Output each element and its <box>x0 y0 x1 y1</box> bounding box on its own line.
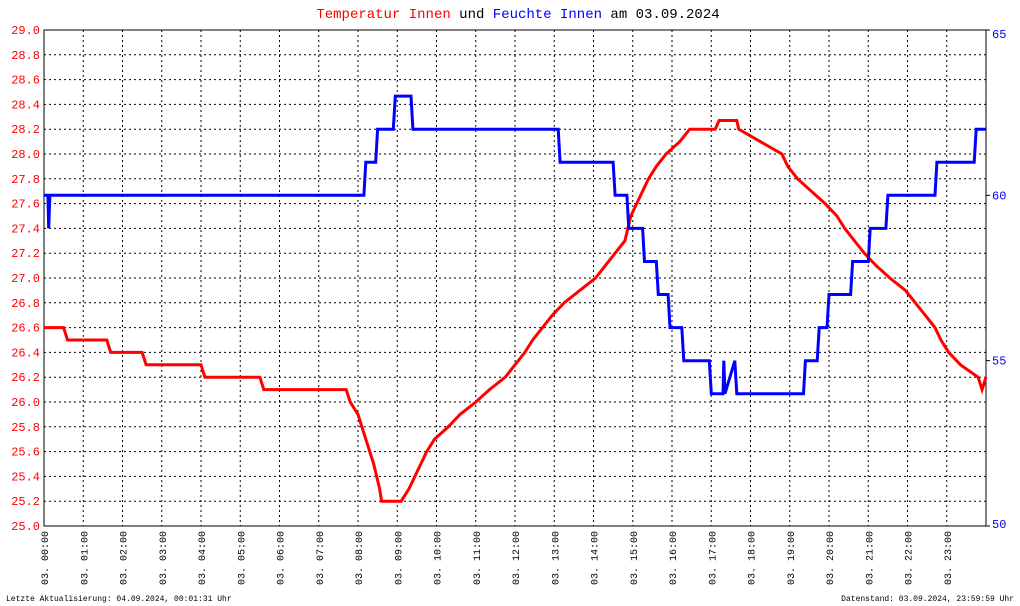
x-tick-label: 03. 08:00 <box>355 531 366 585</box>
x-tick-label: 03. 06:00 <box>277 531 288 585</box>
x-tick-label: 03. 20:00 <box>826 531 837 585</box>
y-tick-label: 25.4 <box>11 470 40 484</box>
y2-tick-label: 50 <box>992 518 1006 532</box>
y-tick-label: 26.6 <box>11 322 40 336</box>
x-tick-label: 03. 17:00 <box>708 531 719 585</box>
footer-right: Datenstand: 03.09.2024, 23:59:59 Uhr <box>841 595 1014 604</box>
y-tick-label: 28.6 <box>11 74 40 88</box>
x-tick-label: 03. 00:00 <box>41 531 52 585</box>
x-tick-label: 03. 10:00 <box>434 531 445 585</box>
title-suffix: am 03.09.2024 <box>610 7 719 23</box>
y2-tick-label: 60 <box>992 189 1006 203</box>
plot-frame <box>43 29 987 527</box>
x-tick-label: 03. 05:00 <box>237 531 248 585</box>
x-tick-label: 03. 09:00 <box>394 531 405 585</box>
y-tick-label: 25.0 <box>11 520 40 534</box>
x-tick-label: 03. 19:00 <box>787 531 798 585</box>
y-tick-label: 25.6 <box>11 446 40 460</box>
y-tick-label: 27.6 <box>11 198 40 212</box>
y2-tick-label: 65 <box>992 28 1006 42</box>
y-tick-label: 28.2 <box>11 123 40 137</box>
x-tick-label: 03. 23:00 <box>944 531 955 585</box>
x-tick-label: 03. 22:00 <box>905 531 916 585</box>
y-tick-label: 27.4 <box>11 222 40 236</box>
x-tick-label: 03. 16:00 <box>669 531 680 585</box>
y-tick-label: 26.4 <box>11 346 40 360</box>
y-tick-label: 29.0 <box>11 24 40 38</box>
title-temperature: Temperatur Innen <box>316 7 450 23</box>
x-tick-label: 03. 14:00 <box>591 531 602 585</box>
footer-left: Letzte Aktualisierung: 04.09.2024, 00:01… <box>6 595 232 604</box>
chart-title: Temperatur Innen und Feuchte Innen am 03… <box>316 7 719 23</box>
y-tick-label: 27.2 <box>11 247 40 261</box>
x-tick-label: 03. 04:00 <box>198 531 209 585</box>
y-tick-label: 28.4 <box>11 98 40 112</box>
y-tick-label: 27.0 <box>11 272 40 286</box>
x-tick-label: 03. 07:00 <box>316 531 327 585</box>
x-tick-label: 03. 02:00 <box>120 531 131 585</box>
x-tick-label: 03. 15:00 <box>630 531 641 585</box>
x-tick-label: 03. 21:00 <box>865 531 876 585</box>
y-tick-label: 26.0 <box>11 396 40 410</box>
series-line <box>44 119 988 503</box>
title-joiner: und <box>459 7 484 23</box>
y-tick-label: 25.2 <box>11 495 40 509</box>
x-tick-label: 03. 01:00 <box>80 531 91 585</box>
y-tick-label: 25.8 <box>11 421 40 435</box>
y-tick-label: 26.2 <box>11 371 40 385</box>
x-tick-label: 03. 13:00 <box>551 531 562 585</box>
y-tick-label: 27.8 <box>11 173 40 187</box>
series-line <box>44 94 986 396</box>
title-humidity: Feuchte Innen <box>493 7 602 23</box>
x-tick-label: 03. 12:00 <box>512 531 523 585</box>
x-tick-label: 03. 03:00 <box>159 531 170 585</box>
y-tick-label: 28.8 <box>11 49 40 63</box>
y2-tick-label: 55 <box>992 355 1006 369</box>
y-tick-label: 26.8 <box>11 297 40 311</box>
x-tick-label: 03. 18:00 <box>748 531 759 585</box>
x-tick-label: 03. 11:00 <box>473 531 484 585</box>
y-tick-label: 28.0 <box>11 148 40 162</box>
